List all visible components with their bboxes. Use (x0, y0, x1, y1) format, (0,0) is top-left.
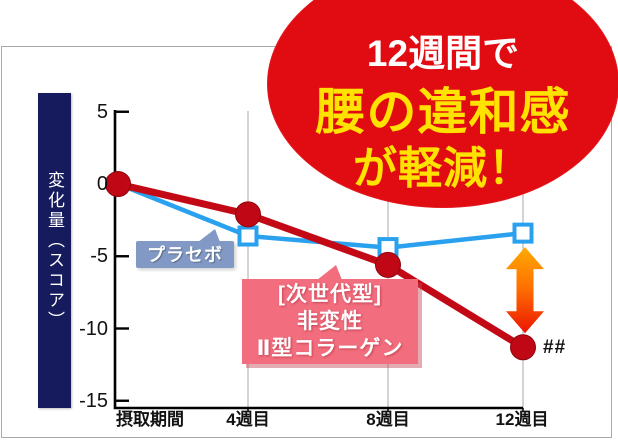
placebo-label: プラセボ (147, 244, 223, 265)
x-label-week12: 12週目 (495, 410, 549, 429)
x-label-week8: 8週目 (366, 410, 410, 429)
y-tick--15: -15 (79, 390, 108, 412)
badge-line-3: が軽減！ (353, 144, 533, 193)
y-tick-5: 5 (96, 101, 108, 123)
y-tick-0: 0 (96, 173, 108, 195)
y-axis-title-box: 変化量（スコア） (38, 93, 71, 408)
collagen-callout-pointer (317, 265, 342, 280)
collagen-legend-callout: [次世代型] 非変性 Ⅱ型コラーゲン (242, 279, 418, 364)
significance-annotation: ## (543, 337, 567, 358)
x-label-week4: 4週目 (226, 410, 270, 429)
collagen-label-line1: [次世代型] (278, 283, 382, 306)
y-axis-title: 変化量（スコア） (45, 170, 64, 331)
badge-line-1: 12週間で (366, 33, 520, 74)
y-tick--10: -10 (79, 318, 108, 340)
x-label-intake-period: 摂取期間 (116, 410, 184, 429)
collagen-label-line3: Ⅱ型コラーゲン (256, 337, 404, 360)
y-tick--5: -5 (90, 245, 108, 267)
collagen-label-line2: 非変性 (297, 310, 363, 333)
placebo-callout-pointer (198, 229, 220, 242)
badge-line-2: 腰の違和感 (315, 84, 571, 140)
headline-badge: 12週間で 腰の違和感 が軽減！ (267, 0, 618, 208)
placebo-legend-callout: プラセボ (136, 241, 234, 268)
